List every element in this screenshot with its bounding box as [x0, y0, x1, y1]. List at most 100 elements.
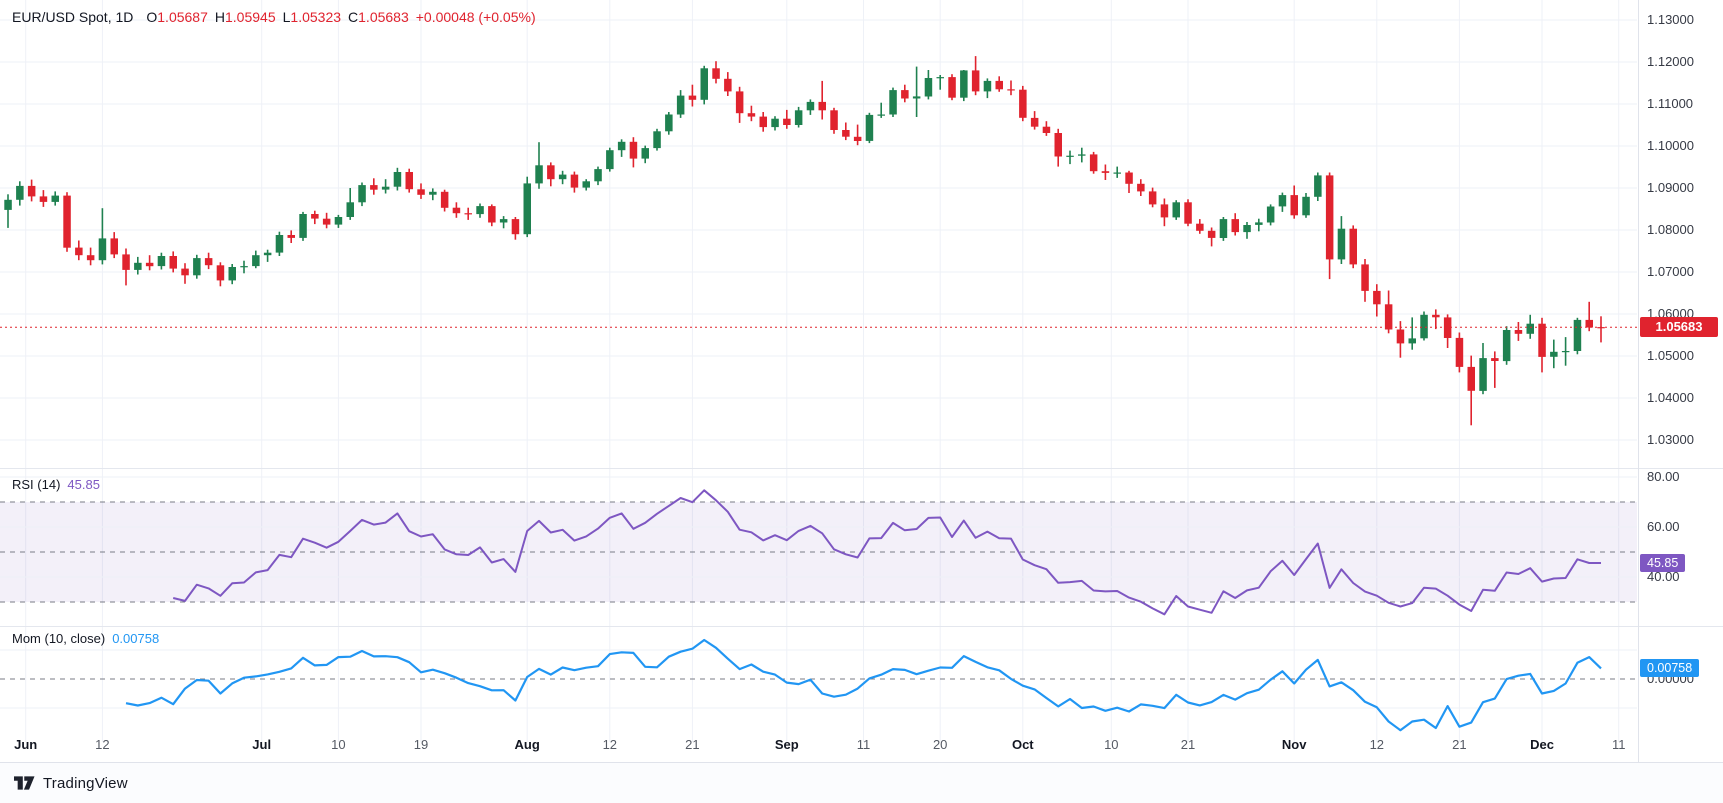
candle: [853, 124, 862, 146]
candle: [16, 181, 24, 206]
time-axis[interactable]: [0, 730, 1638, 762]
candle: [1443, 314, 1452, 348]
candle: [794, 106, 803, 128]
candle: [936, 75, 944, 90]
candle: [1042, 121, 1051, 136]
candle: [511, 217, 520, 240]
time-tick-label: 11: [1611, 737, 1626, 752]
candle: [995, 76, 1003, 92]
candle: [311, 210, 319, 225]
candle: [912, 66, 921, 117]
time-tick-label: Dec: [1530, 737, 1554, 752]
rsi-label[interactable]: RSI (14): [12, 477, 61, 492]
candle: [252, 250, 260, 269]
candle: [641, 145, 649, 164]
candle: [370, 178, 378, 195]
candle: [1491, 351, 1499, 388]
candles: [4, 56, 1605, 426]
time-tick-label: 19: [413, 737, 429, 752]
candle: [358, 182, 366, 207]
candle: [157, 252, 166, 270]
candle: [1243, 222, 1251, 239]
momentum-label[interactable]: Mom (10, close): [12, 631, 106, 646]
price-tick-label: 1.07000: [1647, 264, 1694, 279]
time-tick-label: Sep: [774, 737, 799, 752]
candle: [759, 112, 767, 132]
candle: [322, 212, 331, 229]
time-tick-label: 10: [331, 737, 346, 752]
candle: [842, 122, 850, 141]
candle: [830, 107, 838, 134]
rsi-pane[interactable]: [0, 469, 1638, 626]
candle: [181, 263, 189, 284]
candle: [582, 179, 590, 191]
time-tick-label: 10: [1104, 737, 1119, 752]
candle: [1573, 317, 1582, 355]
candle: [724, 72, 732, 96]
candle: [617, 139, 626, 157]
ohlc-open: O1.05687: [146, 9, 208, 25]
time-tick-label: Aug: [514, 737, 540, 752]
candle: [889, 87, 897, 117]
candle: [1514, 322, 1523, 341]
candle: [558, 170, 567, 185]
candle: [901, 84, 909, 103]
candle: [877, 102, 885, 118]
candle: [818, 80, 826, 120]
candle: [1125, 170, 1133, 193]
candle: [806, 99, 815, 115]
candle: [747, 105, 756, 122]
candle: [629, 137, 638, 168]
candle: [98, 208, 107, 265]
rsi-tick-label: 40.00: [1647, 569, 1680, 584]
candle: [1196, 219, 1204, 234]
candle: [27, 179, 36, 202]
candle: [193, 254, 201, 279]
price-tick-label: 1.09000: [1647, 180, 1694, 195]
tradingview-logo-icon[interactable]: [14, 775, 36, 791]
candle: [1266, 204, 1275, 226]
candle: [1019, 85, 1027, 122]
symbol-title[interactable]: EUR/USD Spot, 1D: [12, 9, 134, 25]
candle: [1148, 187, 1157, 208]
momentum-pane[interactable]: [0, 627, 1638, 730]
price-axis[interactable]: [1638, 0, 1723, 762]
time-tick-label: 12: [1369, 737, 1385, 752]
candle: [1432, 309, 1440, 330]
candle: [4, 194, 12, 228]
price-tick-label: 1.11000: [1647, 96, 1694, 111]
candle: [924, 70, 933, 100]
candle: [275, 231, 284, 256]
candle: [1314, 172, 1322, 201]
price-pane[interactable]: [0, 0, 1638, 468]
momentum-line: [125, 638, 1602, 732]
rsi-value: 45.85: [67, 477, 100, 492]
chart-canvas[interactable]: [0, 0, 1723, 762]
candle: [1561, 337, 1570, 366]
ohlc-high: H1.05945: [214, 9, 276, 25]
candle: [405, 168, 413, 193]
tradingview-brand[interactable]: TradingView: [43, 774, 128, 792]
candle: [75, 240, 83, 261]
candle: [1137, 179, 1145, 196]
candle: [1231, 213, 1239, 236]
footer-bar: TradingView: [0, 762, 1723, 803]
time-tick-label: 21: [685, 737, 700, 752]
time-tick-label: Jun: [14, 737, 38, 752]
candle: [1349, 225, 1357, 269]
candle: [1113, 166, 1121, 178]
candle: [1278, 192, 1287, 212]
time-tick-label: 12: [95, 737, 110, 752]
candle: [971, 56, 980, 96]
candle: [771, 116, 779, 131]
momentum-legend: Mom (10, close) 0.00758: [12, 631, 159, 646]
price-change: +0.00048 (+0.05%): [415, 9, 536, 25]
time-tick-label: Oct: [1011, 737, 1034, 752]
candle: [287, 230, 295, 243]
rsi-legend: RSI (14) 45.85: [12, 477, 100, 492]
candle: [381, 179, 390, 194]
candle: [570, 171, 579, 193]
candle: [535, 142, 543, 189]
candle: [594, 166, 602, 186]
